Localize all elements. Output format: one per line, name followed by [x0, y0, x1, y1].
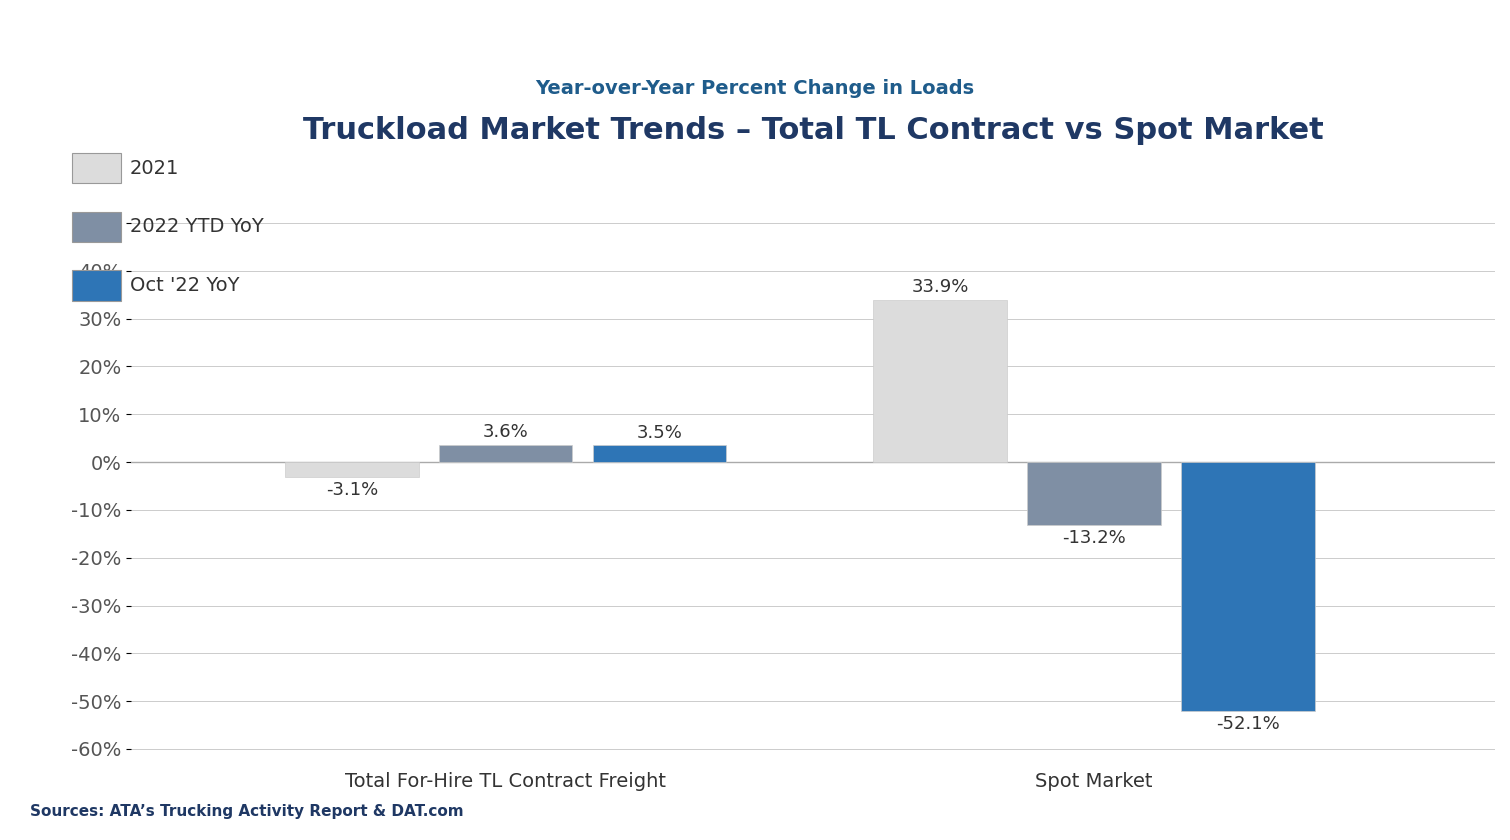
Bar: [1027, 462, 1161, 525]
Text: -52.1%: -52.1%: [1216, 715, 1279, 733]
Text: 3.6%: 3.6%: [483, 423, 528, 441]
Bar: [1181, 462, 1315, 711]
Bar: [592, 445, 726, 462]
Text: 3.5%: 3.5%: [636, 423, 683, 442]
Text: 33.9%: 33.9%: [912, 278, 969, 297]
Text: 2021: 2021: [130, 159, 180, 177]
Title: Truckload Market Trends – Total TL Contract vs Spot Market: Truckload Market Trends – Total TL Contr…: [304, 116, 1323, 144]
Bar: [873, 300, 1007, 462]
Text: Year-over-Year Percent Change in Loads: Year-over-Year Percent Change in Loads: [536, 79, 974, 97]
Bar: [72, 153, 121, 183]
Bar: [72, 270, 121, 301]
Text: Oct '22 YoY: Oct '22 YoY: [130, 276, 240, 295]
Text: Sources: ATA’s Trucking Activity Report & DAT.com: Sources: ATA’s Trucking Activity Report …: [30, 804, 464, 819]
Bar: [439, 445, 572, 462]
Bar: [285, 462, 418, 477]
Text: 2022 YTD YoY: 2022 YTD YoY: [130, 218, 264, 236]
Bar: [72, 212, 121, 242]
Text: -13.2%: -13.2%: [1062, 529, 1126, 547]
Text: -3.1%: -3.1%: [326, 480, 378, 499]
